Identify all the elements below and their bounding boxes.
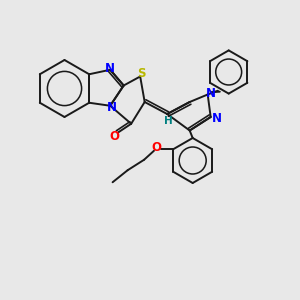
Text: O: O bbox=[110, 130, 120, 143]
Text: H: H bbox=[164, 116, 173, 126]
Text: O: O bbox=[151, 141, 161, 154]
Text: N: N bbox=[107, 101, 117, 114]
Text: N: N bbox=[212, 112, 222, 125]
Text: N: N bbox=[105, 62, 115, 75]
Text: S: S bbox=[137, 67, 146, 80]
Text: N: N bbox=[206, 86, 216, 100]
